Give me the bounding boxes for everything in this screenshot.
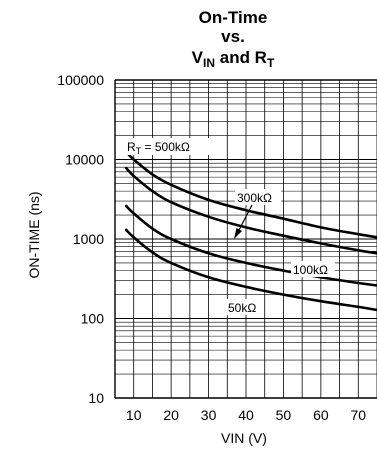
series-label-2: 100kΩ — [293, 263, 328, 277]
x-tick-label-1: 20 — [163, 407, 179, 423]
title-line-3: VIN and RT — [192, 48, 275, 70]
title-line-3-sub: IN — [203, 56, 215, 70]
series-label-1-arrowhead — [234, 228, 242, 239]
series-label-3: 50kΩ — [228, 301, 256, 315]
series-line-0 — [124, 150, 377, 239]
title-line-3-main: V — [192, 48, 204, 67]
series-label-0-main: R — [127, 140, 136, 154]
series-label-bg-3 — [226, 299, 264, 315]
grid — [114, 79, 377, 399]
y-tick-label-3: 10000 — [65, 152, 104, 168]
x-tick-label-5: 60 — [313, 407, 329, 423]
x-tick-label-0: 10 — [126, 407, 142, 423]
chart-title: On-Time vs. VIN and RT — [192, 8, 275, 70]
series-line-2 — [124, 204, 377, 287]
series-label-bg-2 — [291, 261, 335, 277]
title-line-3-mid: and R — [215, 48, 267, 67]
series-labels: RT = 500kΩ 300kΩ 100kΩ 50kΩ — [124, 138, 335, 315]
series-label-0-sub: T — [136, 146, 142, 156]
x-tick-label-3: 40 — [238, 407, 254, 423]
title-line-3-sub2: T — [267, 56, 275, 70]
x-tick-label-2: 30 — [201, 407, 217, 423]
series-label-0: RT = 500kΩ — [127, 140, 190, 156]
y-tick-label-4: 100000 — [57, 72, 104, 88]
series-label-1-leader — [237, 204, 253, 233]
series-label-1: 300kΩ — [237, 191, 272, 205]
title-line-2: vs. — [221, 27, 245, 46]
y-tick-label-2: 1000 — [73, 231, 104, 247]
series-line-3 — [124, 228, 377, 312]
tick-labels: 10 20 30 40 50 60 70 10 100 1000 10000 100000 — [57, 72, 366, 423]
y-tick-label-0: 10 — [88, 390, 104, 406]
series-line-1 — [124, 166, 377, 255]
title-line-1: On-Time — [199, 8, 268, 27]
x-axis-title: VIN (V) — [221, 430, 267, 446]
y-axis-title: ON-TIME (ns) — [26, 191, 42, 278]
series-label-bg-0 — [124, 138, 212, 155]
curves — [124, 150, 377, 312]
x-tick-label-4: 50 — [276, 407, 292, 423]
series-label-0-rest: = 500kΩ — [141, 140, 190, 154]
x-tick-label-6: 70 — [350, 407, 366, 423]
y-tick-label-1: 100 — [81, 311, 105, 327]
series-label-bg-1 — [235, 189, 281, 205]
axes — [114, 79, 377, 399]
